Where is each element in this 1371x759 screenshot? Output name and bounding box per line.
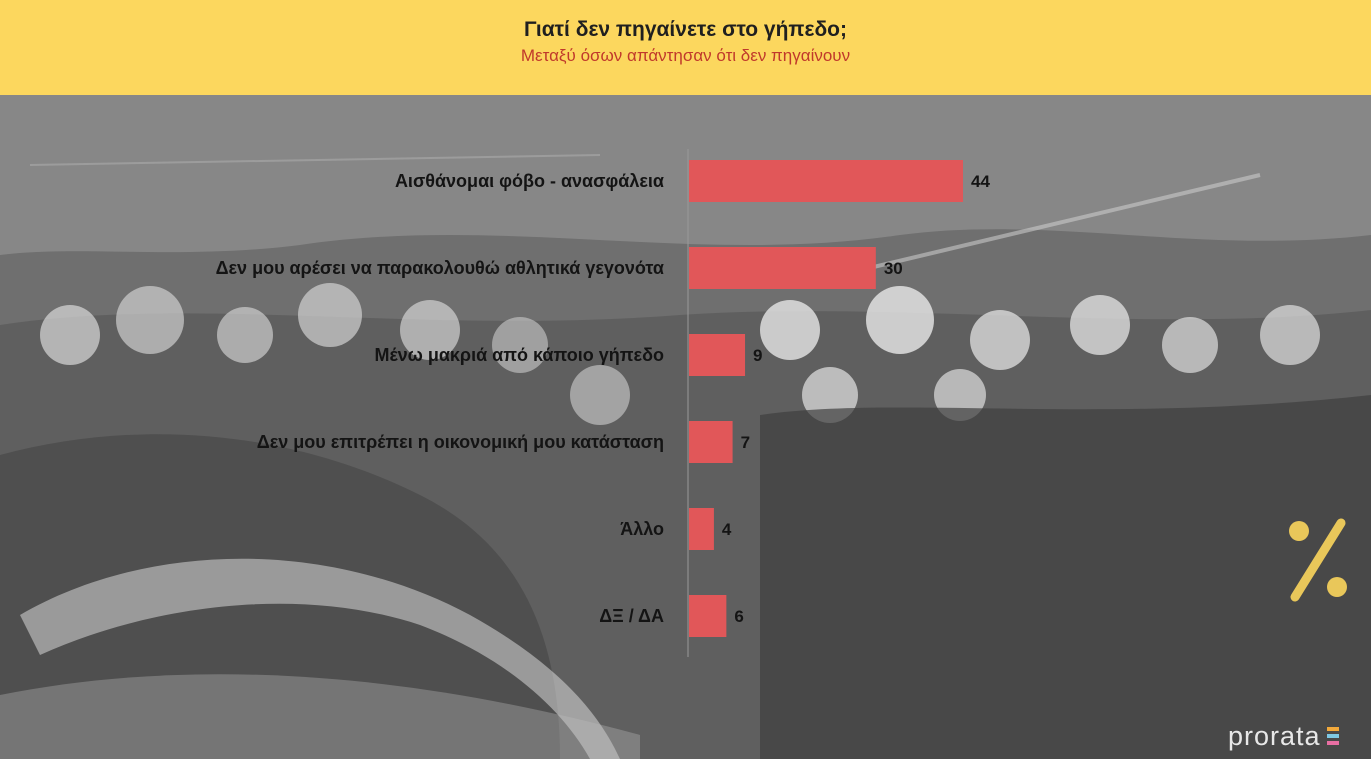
category-label: Δεν μου επιτρέπει η οικονομική μου κατάσ… — [257, 432, 664, 452]
background-photo — [0, 95, 1371, 759]
chart-title: Γιατί δεν πηγαίνετε στο γήπεδο; — [523, 18, 848, 41]
category-label: ΔΞ / ΔΑ — [599, 606, 664, 626]
brand-mark-bar — [1326, 734, 1339, 738]
bar — [689, 508, 714, 550]
bar-chart: Αισθάνομαι φόβο - ανασφάλεια 44 Δεν μου αρ… — [216, 149, 990, 657]
value-label: 30 — [884, 259, 903, 278]
category-label: Δεν μου αρέσει να παρακολουθώ αθλητικά γ… — [216, 258, 664, 278]
bar — [689, 334, 746, 376]
bar — [689, 247, 876, 289]
brand-mark-bar — [1326, 727, 1339, 731]
bar — [689, 595, 727, 637]
brand-logo: prorata — [1228, 718, 1339, 754]
percent-icon — [1289, 518, 1347, 602]
bar — [689, 160, 963, 202]
category-label: Μένω μακριά από κάποιο γήπεδο — [374, 345, 664, 365]
value-label: 7 — [741, 433, 750, 452]
value-label: 6 — [734, 607, 743, 626]
value-label: 9 — [753, 346, 762, 365]
value-label: 4 — [722, 520, 732, 539]
chart-subtitle: Μεταξύ όσων απάντησαν ότι δεν πηγαίνουν — [520, 46, 851, 65]
value-label: 44 — [971, 172, 990, 191]
bar — [689, 421, 733, 463]
brand-mark-bar — [1326, 741, 1339, 745]
category-label: Αισθάνομαι φόβο - ανασφάλεια — [395, 171, 664, 191]
brand-name: prorata — [1228, 720, 1321, 751]
chart-header: Γιατί δεν πηγαίνετε στο γήπεδο; Μεταξύ ό… — [0, 0, 1371, 95]
category-label: Άλλο — [620, 519, 664, 539]
brand-mark-icon — [1326, 727, 1339, 745]
